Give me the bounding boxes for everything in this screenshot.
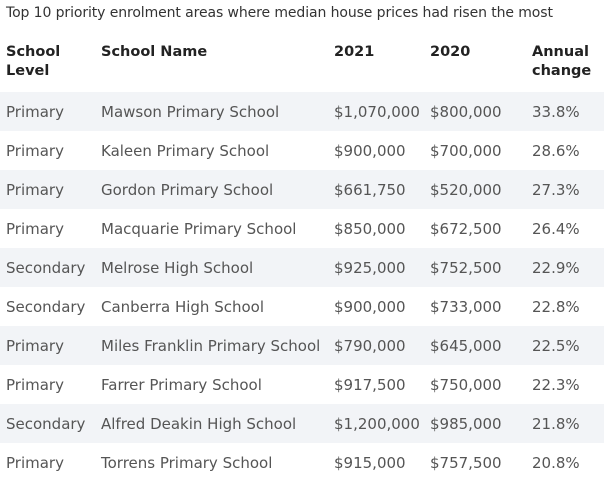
cell-2020: $750,000 <box>424 365 526 404</box>
cell-2020: $645,000 <box>424 326 526 365</box>
table-row: Secondary Alfred Deakin High School $1,200… <box>0 404 604 443</box>
cell-2020: $985,000 <box>424 404 526 443</box>
cell-school-level: Primary <box>0 131 95 170</box>
table-row: Primary Mawson Primary School $1,070,000 $8… <box>0 92 604 131</box>
cell-annual-change: 28.6% <box>526 131 604 170</box>
cell-school-level: Primary <box>0 326 95 365</box>
cell-annual-change: 22.3% <box>526 365 604 404</box>
cell-2020: $757,500 <box>424 443 526 482</box>
cell-school-name: Torrens Primary School <box>95 443 328 482</box>
cell-school-name: Gordon Primary School <box>95 170 328 209</box>
cell-school-level: Primary <box>0 170 95 209</box>
table-title: Top 10 priority enrolment areas where me… <box>6 5 553 21</box>
cell-annual-change: 26.4% <box>526 209 604 248</box>
cell-annual-change: 22.5% <box>526 326 604 365</box>
cell-2021: $900,000 <box>328 287 424 326</box>
table-row: Primary Gordon Primary School $661,750 $520… <box>0 170 604 209</box>
header-2021: 2021 <box>334 44 375 60</box>
cell-school-name: Canberra High School <box>95 287 328 326</box>
cell-2020: $520,000 <box>424 170 526 209</box>
table-row: Secondary Melrose High School $925,000 $752… <box>0 248 604 287</box>
cell-2020: $700,000 <box>424 131 526 170</box>
cell-annual-change: 22.8% <box>526 287 604 326</box>
cell-school-name: Farrer Primary School <box>95 365 328 404</box>
cell-annual-change: 22.9% <box>526 248 604 287</box>
cell-2021: $1,200,000 <box>328 404 424 443</box>
cell-2021: $661,750 <box>328 170 424 209</box>
table-header-row: School Level School Name 2021 2020 Annua… <box>0 34 604 92</box>
cell-2020: $800,000 <box>424 92 526 131</box>
cell-2021: $790,000 <box>328 326 424 365</box>
cell-school-name: Miles Franklin Primary School <box>95 326 328 365</box>
table-row: Primary Farrer Primary School $917,500 $750… <box>0 365 604 404</box>
cell-2020: $733,000 <box>424 287 526 326</box>
cell-2021: $850,000 <box>328 209 424 248</box>
cell-2021: $915,000 <box>328 443 424 482</box>
cell-school-name: Mawson Primary School <box>95 92 328 131</box>
table-row: Secondary Canberra High School $900,000 $73… <box>0 287 604 326</box>
cell-2021: $1,070,000 <box>328 92 424 131</box>
cell-school-level: Primary <box>0 92 95 131</box>
table-row: Primary Macquarie Primary School $850,000 $… <box>0 209 604 248</box>
cell-annual-change: 20.8% <box>526 443 604 482</box>
table-row: Primary Miles Franklin Primary School $790… <box>0 326 604 365</box>
cell-school-level: Primary <box>0 365 95 404</box>
cell-annual-change: 21.8% <box>526 404 604 443</box>
cell-school-name: Melrose High School <box>95 248 328 287</box>
header-2020: 2020 <box>430 44 471 60</box>
cell-school-name: Macquarie Primary School <box>95 209 328 248</box>
header-annual-change: Annual change <box>532 44 592 79</box>
cell-2021: $917,500 <box>328 365 424 404</box>
cell-school-level: Secondary <box>0 287 95 326</box>
data-table: School Level School Name 2021 2020 Annua… <box>0 34 604 482</box>
cell-2020: $672,500 <box>424 209 526 248</box>
cell-annual-change: 27.3% <box>526 170 604 209</box>
cell-school-level: Primary <box>0 209 95 248</box>
cell-2021: $900,000 <box>328 131 424 170</box>
cell-school-level: Secondary <box>0 404 95 443</box>
cell-school-level: Secondary <box>0 248 95 287</box>
cell-school-name: Kaleen Primary School <box>95 131 328 170</box>
header-school-name: School Name <box>101 44 208 60</box>
cell-2021: $925,000 <box>328 248 424 287</box>
table-row: Primary Kaleen Primary School $900,000 $700… <box>0 131 604 170</box>
table-row: Primary Torrens Primary School $915,000 $75… <box>0 443 604 482</box>
cell-2020: $752,500 <box>424 248 526 287</box>
table-body: Primary Mawson Primary School $1,070,000 $8… <box>0 92 604 482</box>
cell-school-level: Primary <box>0 443 95 482</box>
cell-annual-change: 33.8% <box>526 92 604 131</box>
cell-school-name: Alfred Deakin High School <box>95 404 328 443</box>
header-school-level: School Level <box>6 44 61 79</box>
